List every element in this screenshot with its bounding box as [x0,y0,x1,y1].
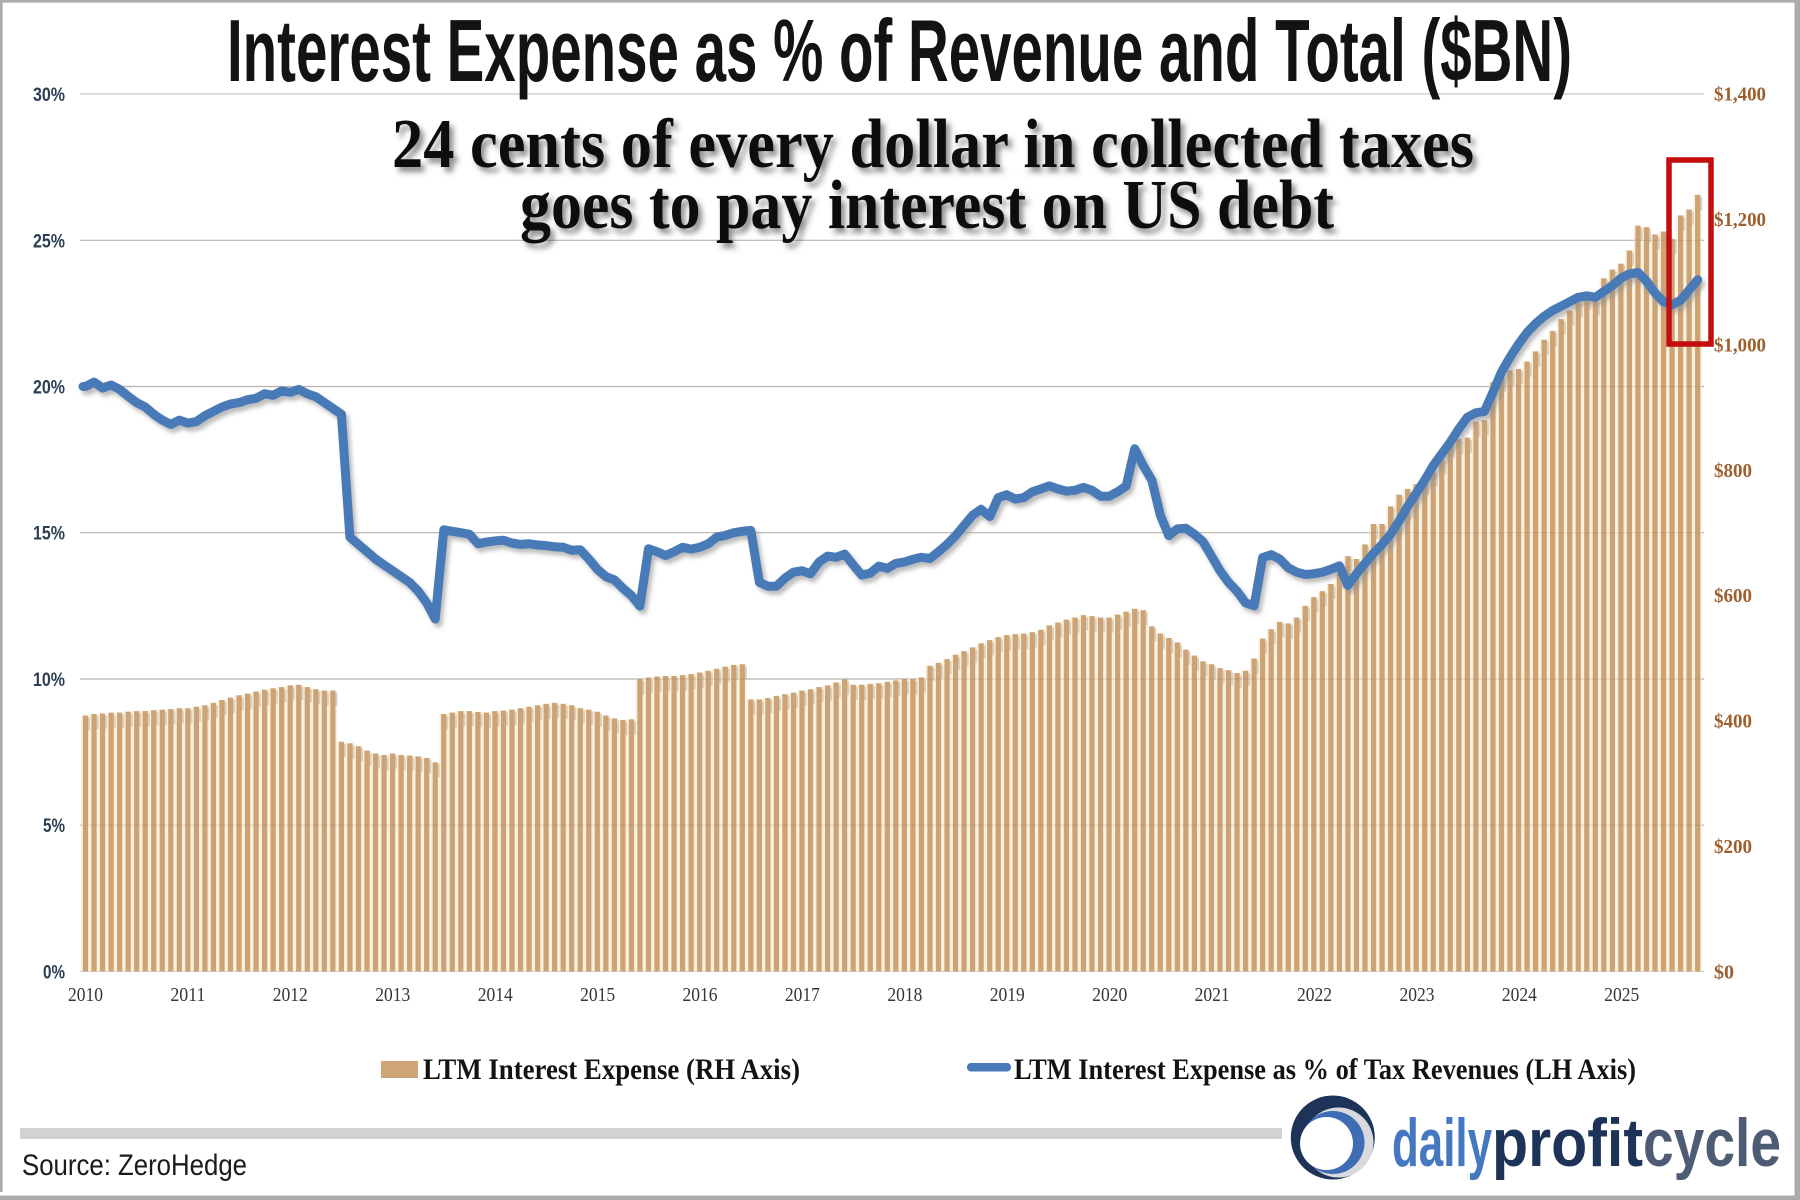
svg-text:2015: 2015 [580,984,615,1006]
svg-text:10%: 10% [33,670,65,691]
svg-text:daily: daily [1392,1105,1492,1181]
svg-text:2019: 2019 [990,984,1025,1006]
svg-text:2016: 2016 [683,984,718,1006]
svg-text:2011: 2011 [170,984,205,1006]
svg-text:goes to pay interest on US deb: goes to pay interest on US debt [520,167,1334,244]
svg-text:2023: 2023 [1400,984,1435,1006]
svg-text:$1,400: $1,400 [1714,84,1766,106]
svg-text:$1,200: $1,200 [1714,209,1766,231]
svg-text:30%: 30% [33,85,65,106]
svg-text:2021: 2021 [1195,984,1230,1006]
svg-text:2022: 2022 [1297,984,1332,1006]
svg-text:2013: 2013 [375,984,410,1006]
svg-text:2020: 2020 [1092,984,1127,1006]
svg-text:2017: 2017 [785,984,820,1006]
svg-text:profit: profit [1492,1105,1643,1181]
svg-text:$1,000: $1,000 [1714,334,1766,356]
svg-text:2018: 2018 [887,984,922,1006]
svg-text:$800: $800 [1714,460,1752,482]
svg-text:LTM Interest Expense as % of T: LTM Interest Expense as % of Tax Revenue… [1014,1053,1636,1086]
svg-text:2014: 2014 [478,984,513,1006]
svg-text:2025: 2025 [1604,984,1639,1006]
svg-text:0%: 0% [43,962,65,983]
svg-text:2010: 2010 [68,984,103,1006]
svg-text:25%: 25% [33,231,65,252]
svg-text:$200: $200 [1714,836,1752,858]
svg-text:Source: ZeroHedge: Source: ZeroHedge [22,1149,247,1182]
svg-text:2012: 2012 [273,984,308,1006]
svg-text:2024: 2024 [1502,984,1537,1006]
svg-text:Interest Expense as % of Reven: Interest Expense as % of Revenue and Tot… [227,1,1572,100]
svg-text:$0: $0 [1714,961,1734,983]
svg-text:20%: 20% [33,378,65,399]
svg-text:5%: 5% [43,816,65,837]
svg-text:cycle: cycle [1643,1105,1781,1181]
svg-text:LTM Interest Expense (RH Axis): LTM Interest Expense (RH Axis) [423,1053,800,1086]
svg-text:$600: $600 [1714,585,1752,607]
svg-text:24 cents of every dollar in co: 24 cents of every dollar in collected ta… [392,106,1474,183]
svg-text:$400: $400 [1714,711,1752,733]
svg-text:15%: 15% [33,524,65,545]
